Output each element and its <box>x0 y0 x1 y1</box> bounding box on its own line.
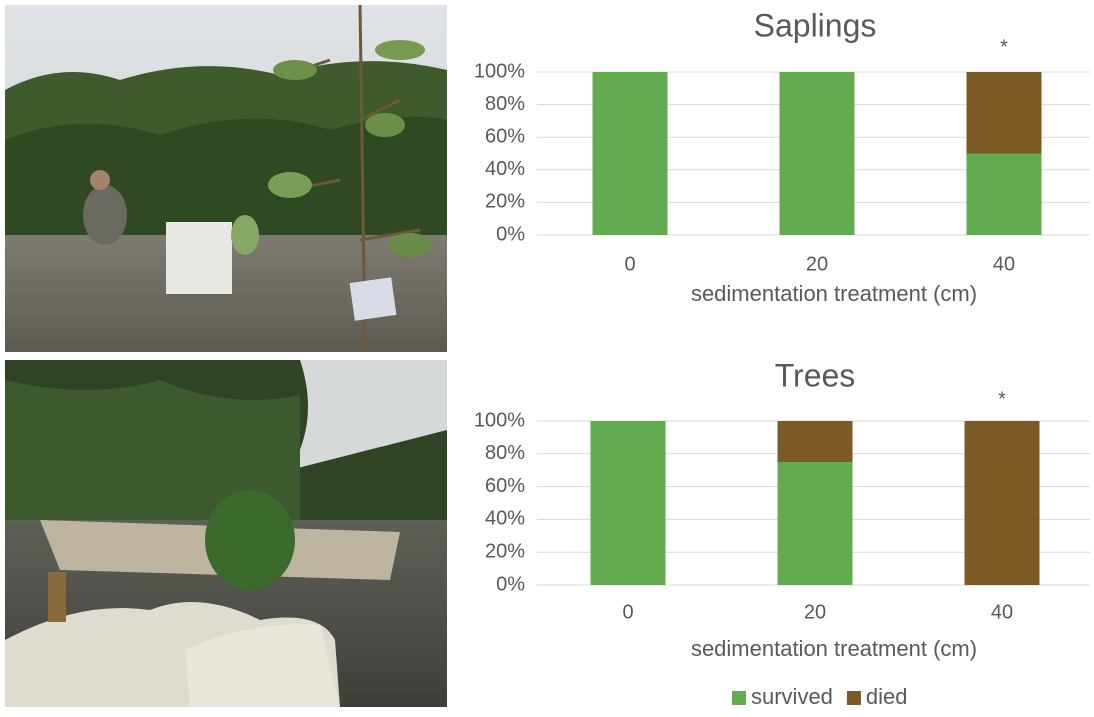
y-tick-label: 0% <box>496 573 525 595</box>
bar-segment <box>777 421 853 462</box>
chart-title: Trees <box>775 357 856 393</box>
y-tick-label: 80% <box>485 442 525 464</box>
x-tick-label: 0 <box>624 253 635 275</box>
bar-segment <box>779 72 855 235</box>
photo-trees <box>5 360 447 707</box>
legend-label: survived <box>751 684 833 709</box>
y-tick-label: 20% <box>485 540 525 562</box>
y-tick-label: 60% <box>485 475 525 497</box>
chart-title: Saplings <box>754 7 877 43</box>
bar-segment <box>966 72 1042 154</box>
y-tick-label: 100% <box>474 60 525 82</box>
annotation: * <box>998 388 1006 410</box>
y-tick-label: 60% <box>485 125 525 147</box>
x-tick-label: 40 <box>993 253 1015 275</box>
bar-segment <box>777 462 853 585</box>
x-tick-label: 40 <box>991 601 1013 623</box>
x-tick-label: 0 <box>622 601 633 623</box>
y-tick-label: 40% <box>485 158 525 180</box>
bar-segment <box>592 72 668 235</box>
annotation: * <box>1000 36 1008 58</box>
y-tick-label: 0% <box>496 223 525 245</box>
legend-swatch <box>732 691 746 705</box>
x-axis-label: sedimentation treatment (cm) <box>691 636 977 661</box>
y-tick-label: 100% <box>474 409 525 431</box>
x-axis-label: sedimentation treatment (cm) <box>691 281 977 306</box>
bar-segment <box>966 153 1042 235</box>
bar-segment <box>964 421 1040 585</box>
y-tick-label: 40% <box>485 508 525 530</box>
legend-swatch <box>846 691 861 705</box>
x-tick-label: 20 <box>804 601 826 623</box>
legend-label: died <box>866 684 908 709</box>
bar-segment <box>590 421 666 585</box>
y-tick-label: 80% <box>485 93 525 115</box>
photo-saplings <box>5 4 447 352</box>
y-tick-label: 20% <box>485 191 525 213</box>
x-tick-label: 20 <box>806 253 828 275</box>
